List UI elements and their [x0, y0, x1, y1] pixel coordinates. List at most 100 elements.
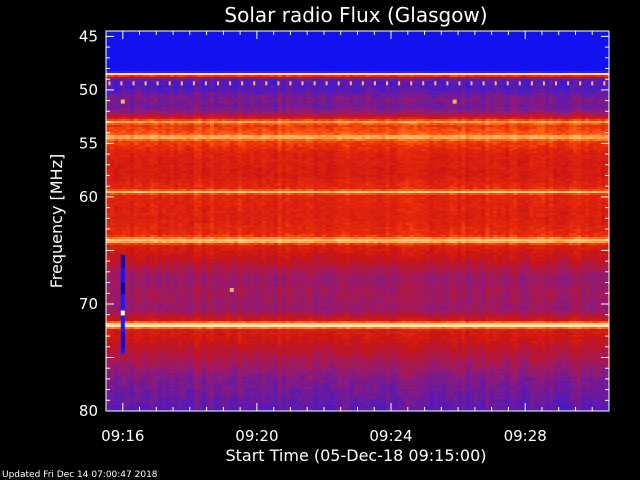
spectrogram-cell — [129, 31, 135, 34]
spectrogram-cell — [261, 87, 267, 90]
spectrogram-cell — [517, 89, 522, 92]
spectrogram-cell — [581, 57, 586, 60]
spectrogram-cell — [453, 31, 458, 34]
spectrogram-cell — [409, 87, 414, 90]
spectrogram-cell — [241, 69, 247, 72]
spectrogram-cell — [297, 65, 303, 68]
spectrogram-cell — [529, 69, 534, 72]
spectrogram-cell — [557, 81, 562, 84]
spectrogram-cell — [209, 89, 215, 92]
spectrogram-cell — [385, 45, 390, 48]
spectrogram-cell — [269, 81, 275, 84]
spectrogram-cell — [249, 47, 255, 50]
spectrogram-cell — [381, 41, 386, 44]
spectrogram-cell — [121, 93, 127, 96]
spectrogram-cell — [429, 75, 434, 78]
spectrogram-cell — [497, 45, 502, 48]
spectrogram-cell — [365, 55, 370, 58]
spectrogram-cell — [569, 61, 574, 64]
spectrogram-cell — [106, 49, 111, 52]
spectrogram-cell — [513, 73, 518, 76]
spectrogram-cell — [417, 37, 422, 40]
spectrogram-cell — [353, 33, 358, 36]
spectrogram-cell — [201, 97, 207, 100]
spectrogram-cell — [529, 43, 534, 46]
spectrogram-cell — [205, 33, 211, 36]
spectrogram-cell — [265, 55, 271, 58]
spectrogram-cell — [441, 47, 446, 50]
spectrogram-cell — [441, 79, 446, 82]
spectrogram-cell — [417, 89, 422, 92]
spectrogram-cell — [389, 45, 394, 48]
spectrogram-cell — [549, 49, 554, 52]
spectrogram-cell — [149, 37, 155, 40]
spectrogram-cell — [109, 59, 115, 62]
spectrogram-cell — [229, 51, 235, 54]
spectrogram-cell — [181, 39, 187, 42]
spectrogram-cell — [241, 83, 247, 86]
spectrogram-cell — [285, 75, 291, 78]
spectrogram-cell — [597, 47, 602, 50]
spectrogram-cell — [329, 93, 334, 96]
spectrogram-cell — [209, 87, 215, 90]
spectrogram-cell — [209, 91, 215, 94]
spectrogram-cell — [173, 53, 179, 56]
spectrogram-cell — [357, 35, 362, 38]
spectrogram-cell — [293, 65, 299, 68]
spectrogram-cell — [106, 37, 111, 40]
spectrogram-cell — [245, 83, 251, 86]
spectrogram-cell — [545, 53, 550, 56]
spectrogram-cell — [337, 69, 342, 72]
spectrogram-cell — [165, 65, 171, 68]
spectrogram-cell — [249, 89, 255, 92]
spectrogram-cell — [277, 43, 283, 46]
spectrogram-cell — [401, 73, 406, 76]
spectrogram-cell — [233, 33, 239, 36]
spectrogram-cell — [389, 55, 394, 58]
spectrogram-cell — [449, 85, 454, 88]
spectrogram-cell — [417, 31, 422, 34]
spectrogram-cell — [437, 95, 442, 98]
spectrogram-cell — [353, 81, 358, 84]
spectrogram-cell — [413, 93, 418, 96]
spectrogram-cell — [165, 61, 171, 64]
spectrogram-cell — [281, 67, 287, 70]
spectrogram-cell — [417, 53, 422, 56]
spectrogram-cell — [141, 41, 147, 44]
spectrogram-cell — [125, 35, 131, 38]
spectrogram-cell — [453, 51, 458, 54]
spectrogram-cell — [417, 33, 422, 36]
spectrogram-cell — [353, 69, 358, 72]
spectrogram-cell — [157, 39, 163, 42]
spectrogram-cell — [485, 31, 490, 34]
spectrogram-cell — [213, 43, 219, 46]
spectrogram-cell — [533, 75, 538, 78]
spectrogram-cell — [305, 79, 310, 82]
spectrogram-cell — [245, 45, 251, 48]
spectrogram-cell — [153, 47, 159, 50]
spectrogram-cell — [169, 85, 175, 88]
spectrogram-cell — [457, 77, 462, 80]
spectrogram-cell — [121, 45, 127, 48]
spectrogram-cell — [113, 61, 119, 64]
spectrogram-cell — [177, 69, 183, 72]
spectrogram-cell — [513, 33, 518, 36]
spectrogram-cell — [601, 49, 606, 52]
spectrogram-cell — [285, 81, 291, 84]
spectrogram-cell — [581, 41, 586, 44]
spectrogram-cell — [589, 37, 594, 40]
spectrogram-cell — [413, 47, 418, 50]
spectrogram-cell — [485, 87, 490, 90]
spectrogram-cell — [321, 51, 326, 54]
spectrogram-cell — [273, 39, 279, 42]
spectrogram-cell — [325, 85, 330, 88]
spectrogram-cell — [213, 79, 219, 82]
spectrogram-cell — [169, 79, 175, 82]
spectrogram-cell — [301, 67, 306, 70]
spectrogram-cell — [245, 75, 251, 78]
spectrogram-cell — [549, 55, 554, 58]
spectrogram-cell — [157, 85, 163, 88]
spectrogram-cell — [301, 75, 306, 78]
spectrogram-cell — [353, 71, 358, 74]
spectrogram-cell — [141, 65, 147, 68]
